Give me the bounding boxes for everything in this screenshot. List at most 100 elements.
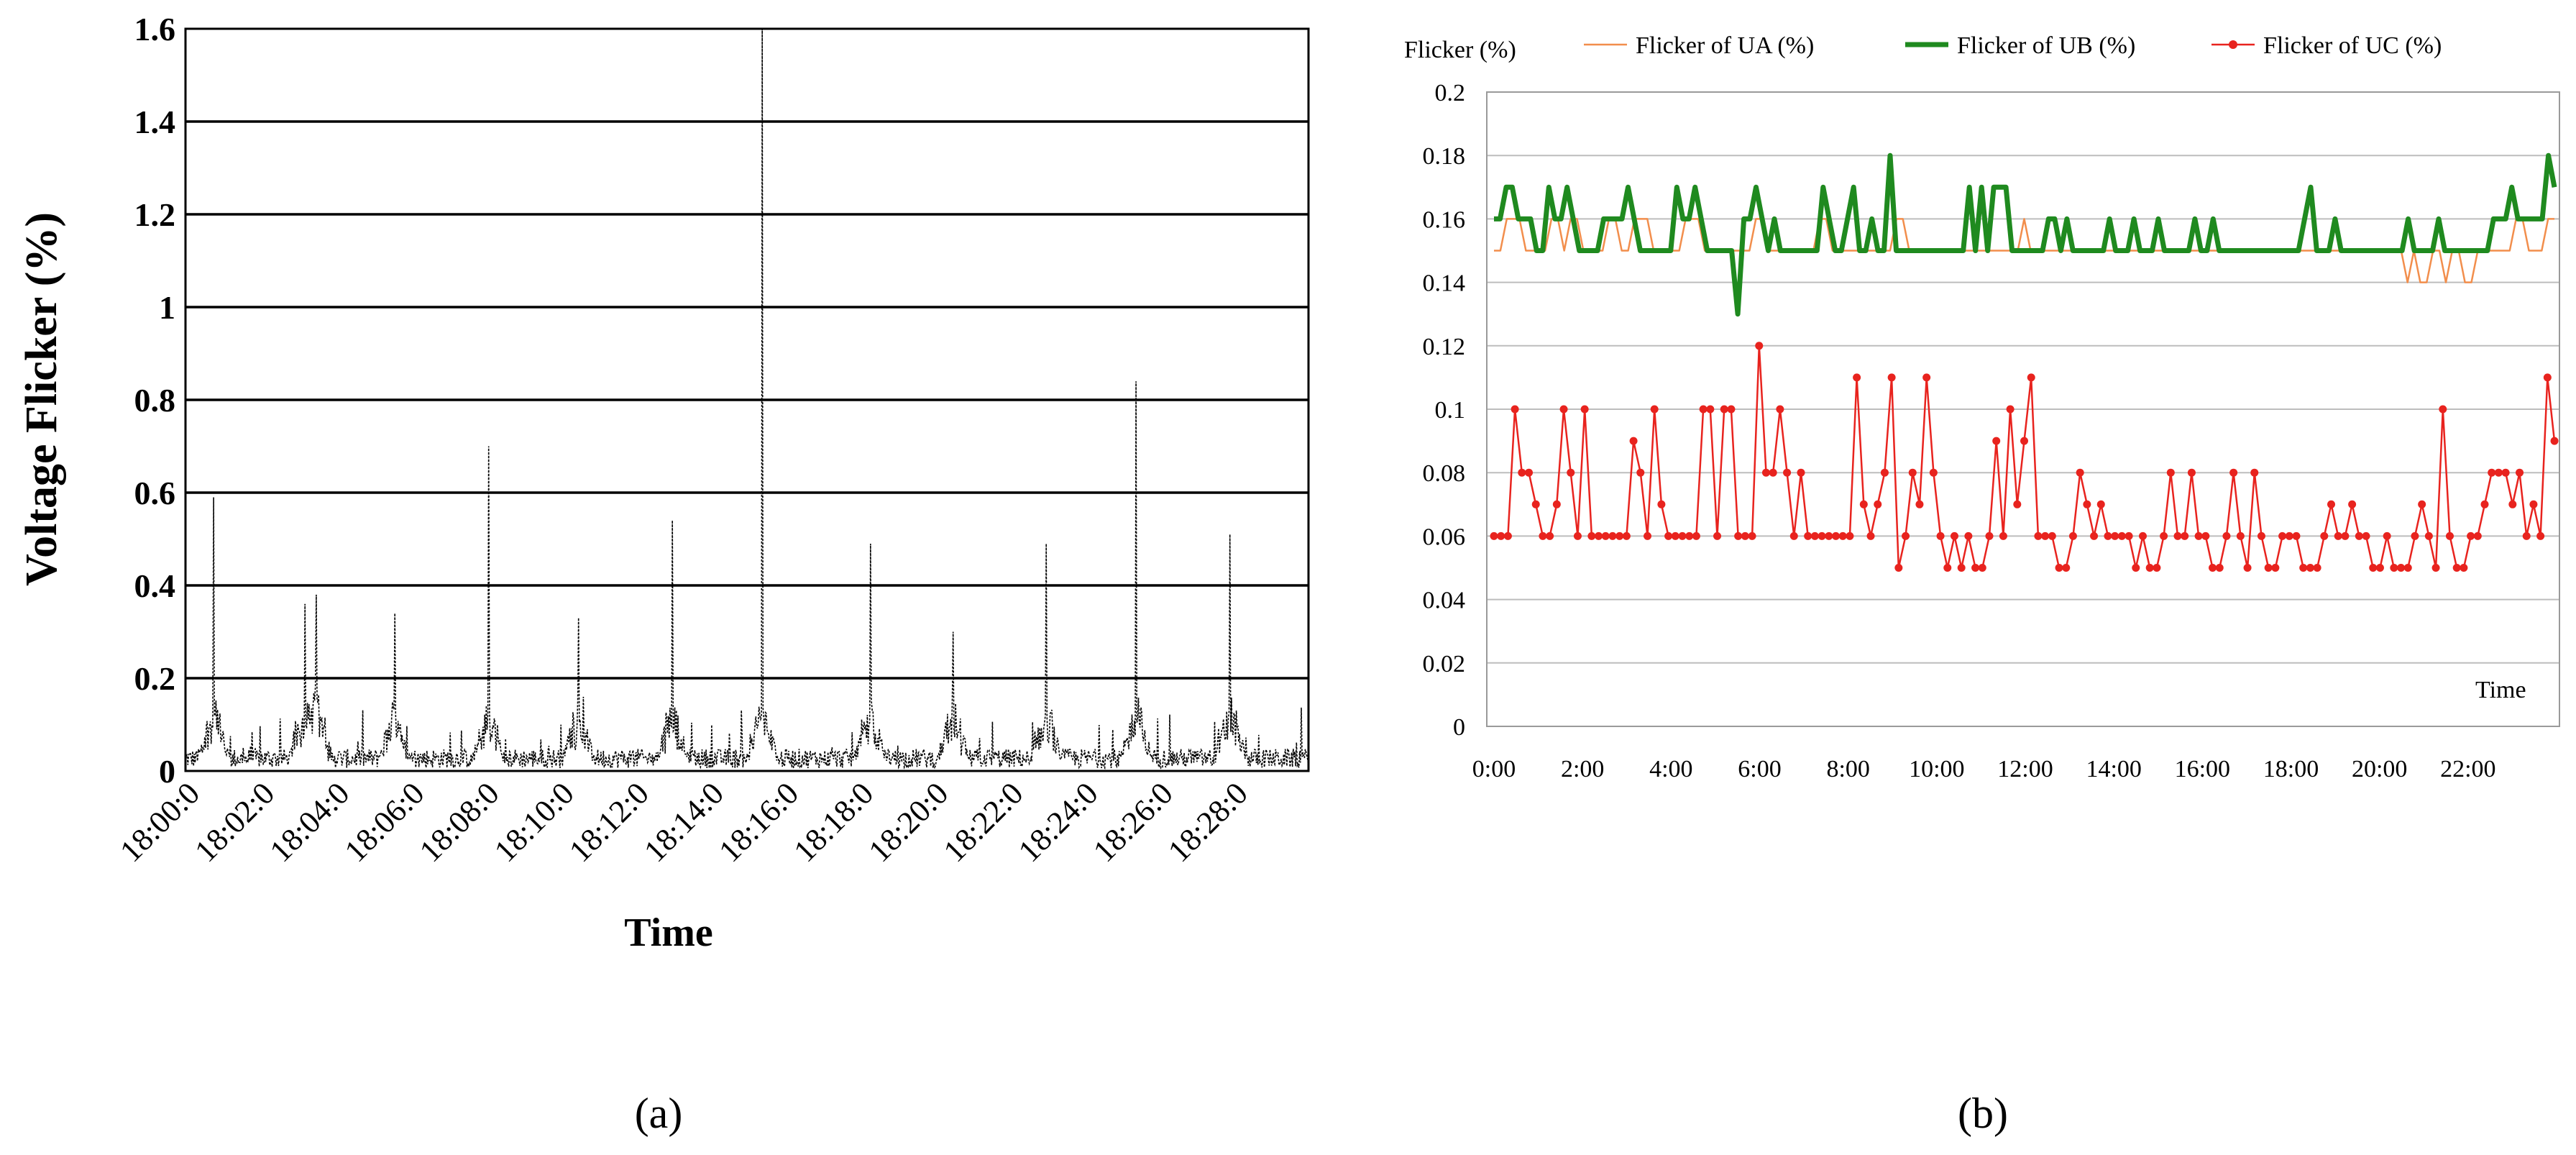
panel-b-uc-point	[2264, 564, 2273, 572]
panel-b-uc-point	[2278, 531, 2287, 540]
panel-b-uc-point	[2306, 564, 2314, 572]
panel-b-uc-point	[1755, 342, 1764, 350]
panel-b-uc-point	[1789, 531, 1798, 540]
panel-b-uc-point	[1964, 531, 1973, 540]
panel-b-uc-point	[1748, 531, 1756, 540]
panel-b-y-tick-label: 0.2	[1435, 80, 1466, 106]
panel-b-uc-point	[2313, 564, 2321, 572]
panel-b-uc-point	[2375, 564, 2384, 572]
panel-b-y-axis-label: Flicker (%)	[1404, 37, 1516, 63]
panel-a-y-tick-label: 1.6	[134, 11, 176, 47]
panel-b-uc-point	[2166, 468, 2175, 477]
panel-b-uc-point	[1552, 500, 1561, 508]
panel-b-uc-point	[1908, 468, 1917, 477]
panel-b-uc-point	[2543, 373, 2552, 382]
panel-a-x-tick-label: 18:08:0	[413, 775, 506, 869]
panel-b-uc-point	[2173, 531, 2182, 540]
panel-b-uc-point	[2117, 531, 2126, 540]
panel-b-y-tick-label: 0.18	[1423, 143, 1466, 170]
panel-b-uc-point	[2467, 531, 2475, 540]
panel-b-uc-point	[1497, 531, 1505, 540]
panel-b-uc-point	[1531, 500, 1540, 508]
panel-b-uc-point	[1713, 531, 1722, 540]
panel-b-uc-point	[2348, 500, 2357, 508]
panel-b-uc-point	[2124, 531, 2133, 540]
panel-a-gridlines	[185, 120, 1308, 680]
panel-b-series-line	[1494, 152, 2557, 317]
panel-b-y-tick-label: 0.14	[1423, 270, 1466, 297]
panel-b-uc-point	[2027, 373, 2035, 382]
panel-b-uc-point	[2222, 531, 2231, 540]
panel-b-uc-point	[2160, 531, 2168, 540]
panel-b-y-tick-label: 0.02	[1423, 651, 1466, 677]
panel-a-x-tick-label: 18:24:0	[1012, 775, 1105, 869]
panel-b-gridlines	[1487, 91, 2559, 727]
panel-b-uc-point	[2076, 468, 2084, 477]
panel-b-uc-point	[1657, 500, 1666, 508]
panel-b-y-tick-label: 0.08	[1423, 460, 1466, 487]
panel-b-uc-point	[2397, 564, 2406, 572]
panel-b-x-tick-label: 22:00	[2440, 756, 2495, 782]
panel-b-uc-point	[1978, 564, 1986, 572]
panel-b-uc-point	[1783, 468, 1792, 477]
panel-a-y-axis-label: Voltage Flicker (%)	[17, 212, 66, 586]
panel-b-uc-point	[2508, 500, 2517, 508]
panel-b-uc-point	[2473, 531, 2482, 540]
panel-a-x-tick-label: 18:28:0	[1161, 775, 1255, 869]
panel-b-uc-point	[2369, 564, 2378, 572]
panel-b-uc-point	[1573, 531, 1582, 540]
panel-b-uc-point	[2041, 531, 2050, 540]
panel-b-y-tick-label: 0.04	[1423, 588, 1466, 614]
panel-b-uc-point	[2083, 500, 2091, 508]
panel-b-uc-point	[2181, 531, 2189, 540]
panel-b-uc-point	[2132, 564, 2140, 572]
panel-a-x-tick-label: 18:04:0	[263, 775, 357, 869]
panel-b-uc-point	[1518, 468, 1526, 477]
panel-b-uc-point	[2480, 500, 2489, 508]
panel-b-uc-point	[2090, 531, 2099, 540]
panel-b-uc-point	[2138, 531, 2147, 540]
panel-b-uc-point	[1567, 468, 1575, 477]
panel-b-uc-point	[1985, 531, 1994, 540]
panel-b-x-tick-label: 4:00	[1649, 756, 1692, 782]
panel-b-uc-point	[2229, 468, 2238, 477]
panel-b-uc-point	[2536, 531, 2545, 540]
panel-b-uc-point	[1525, 468, 1534, 477]
panel-b-uc-point	[2327, 500, 2336, 508]
panel-b-uc-point	[2411, 531, 2419, 540]
panel-b-y-tick-labels: 0 0.02 0.04 0.06 0.08 0.1 0.12 0.14 0.16 0.18 0.2	[1423, 80, 1466, 741]
panel-b-uc-point	[1832, 531, 1841, 540]
panel-b-uc-point	[2424, 531, 2433, 540]
panel-b-uc-point	[1859, 500, 1868, 508]
panel-b-uc-point	[2111, 531, 2119, 540]
panel-b-x-tick-label: 14:00	[2086, 756, 2141, 782]
panel-b-uc-point	[1894, 564, 1903, 572]
panel-a-x-axis-label: Time	[624, 910, 712, 955]
panel-a-x-tick-label: 18:06:0	[338, 775, 431, 869]
panel-b-uc-point	[2403, 564, 2412, 572]
panel-a-series-line	[185, 28, 1309, 770]
panel-b-uc-point	[1720, 405, 1728, 414]
panel-b-x-tick-label: 2:00	[1561, 756, 1604, 782]
panel-a-x-tick-label: 18:16:0	[712, 775, 805, 869]
panel-b-x-tick-label: 18:00	[2263, 756, 2319, 782]
panel-a-flicker-trace	[185, 28, 1309, 770]
panel-b-uc-point	[1999, 531, 2007, 540]
panel-b-plot-frame	[1486, 91, 2560, 727]
panel-b-uc-point	[2201, 531, 2210, 540]
panel-b-uc-point	[1699, 405, 1708, 414]
panel-b-uc-point	[1559, 405, 1568, 414]
panel-b-uc-point	[1853, 373, 1861, 382]
panel-b-uc-point	[1664, 531, 1673, 540]
panel-b-uc-point	[1503, 531, 1512, 540]
panel-b-uc-point	[1629, 437, 1638, 445]
panel-b-uc-point	[2006, 405, 2014, 414]
panel-a-plot-frame	[184, 27, 1310, 772]
panel-b-legend-entry: Flicker of UA (%)	[1636, 32, 1814, 59]
panel-b-uc-point	[2048, 531, 2056, 540]
panel-b-uc-point	[1797, 468, 1805, 477]
panel-b-uc-point	[1810, 531, 1819, 540]
panel-b-uc-point	[2320, 531, 2329, 540]
panel-b-uc-point	[1622, 531, 1631, 540]
panel-a-y-tick-label: 1	[159, 289, 175, 326]
